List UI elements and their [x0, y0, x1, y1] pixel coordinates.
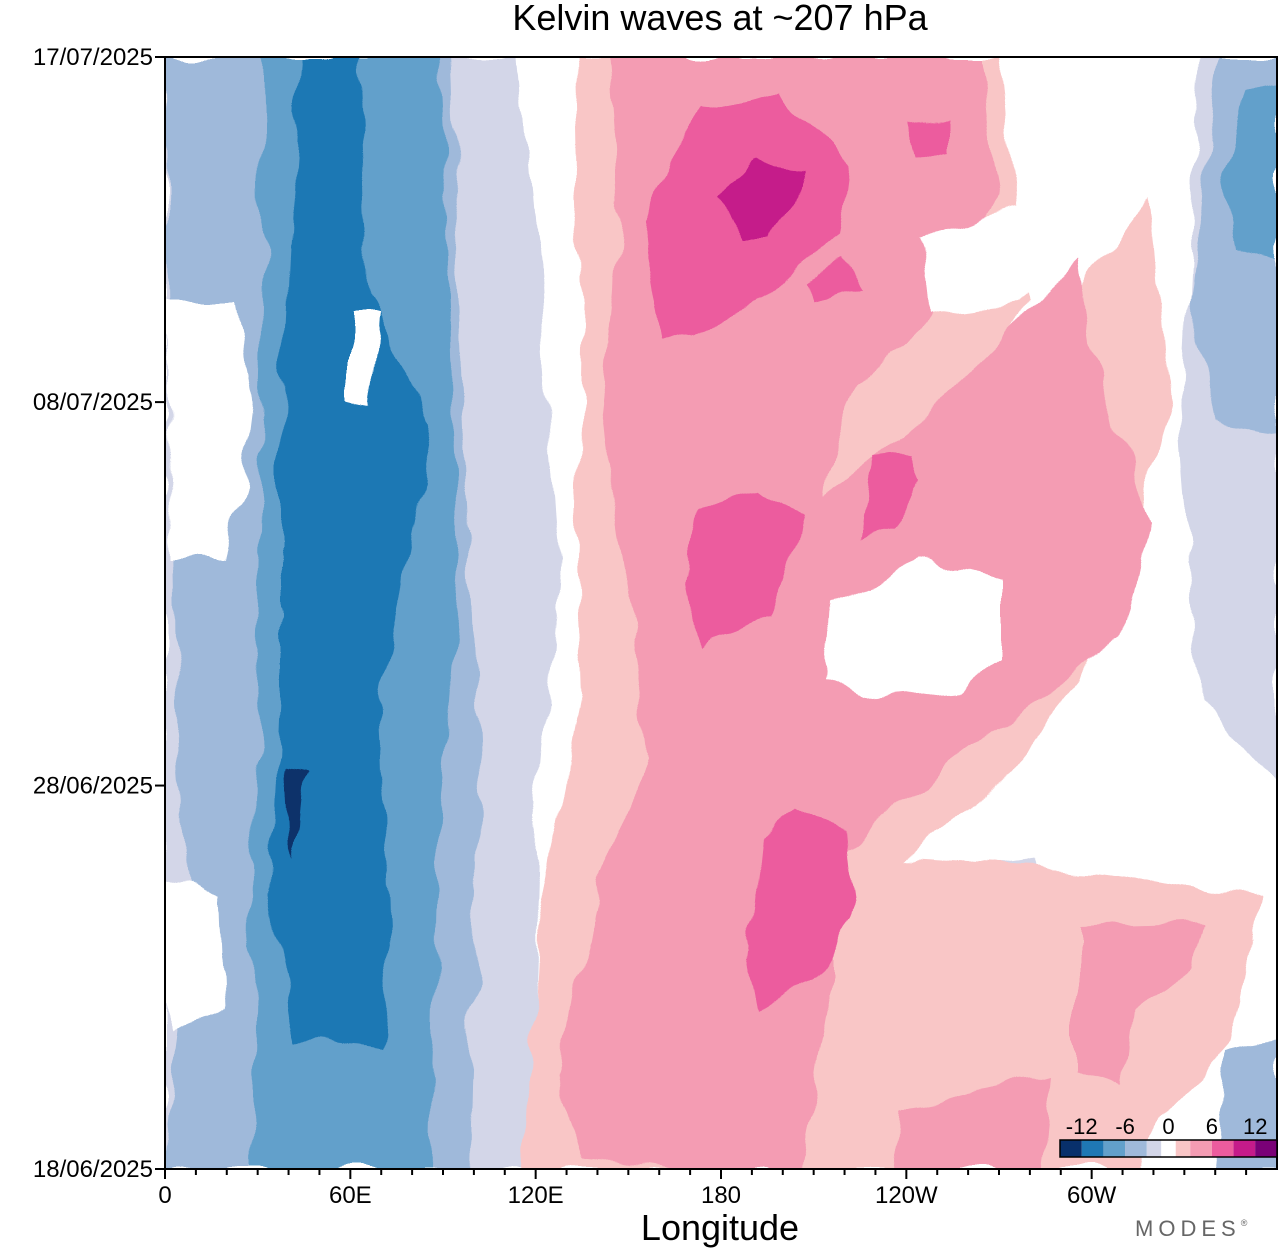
- colorbar-swatch: [1211, 1140, 1234, 1157]
- modes-logo: MODES®: [1135, 1216, 1248, 1241]
- contour-fills: [165, 57, 1277, 1169]
- y-tick-label: 28/06/2025: [33, 773, 153, 800]
- chart-title: Kelvin waves at ~207 hPa: [512, 0, 928, 38]
- contour-pos-3f: [805, 260, 860, 300]
- x-tick-label: 180: [701, 1182, 741, 1209]
- x-axis: 0 60E 120E 180 120W 60W: [158, 1169, 1248, 1209]
- contour-pos-4: [715, 165, 800, 240]
- contour-zero-gap-east: [825, 560, 1000, 700]
- contour-neg-east-3: [1225, 80, 1277, 260]
- colorbar-swatch: [1255, 1140, 1277, 1157]
- contour-zero-gap-river: [350, 320, 380, 410]
- contour-zero-gap-ne: [920, 200, 1100, 310]
- contour-zero-gap-sw: [165, 880, 225, 1030]
- contour-pos-3b: [690, 490, 800, 650]
- y-tick-label: 17/07/2025: [33, 44, 153, 71]
- contour-neg-5: [285, 770, 305, 860]
- contour-neg-se: [1215, 1040, 1277, 1169]
- colorbar-tick-label: -12: [1066, 1114, 1098, 1139]
- contour-neg-4: [270, 57, 430, 1050]
- contour-pos-3d: [860, 450, 925, 540]
- colorbar-tick-label: 0: [1162, 1114, 1174, 1139]
- x-tick-label: 120W: [875, 1182, 938, 1209]
- colorbar-swatch: [1146, 1140, 1162, 1157]
- x-tick-label: 0: [158, 1182, 171, 1209]
- colorbar-swatch: [1081, 1140, 1104, 1157]
- colorbar-swatch: [1175, 1140, 1191, 1157]
- y-axis: 18/06/2025 28/06/2025 08/07/2025 17/07/2025: [33, 44, 165, 1183]
- contour-pos-3e: [905, 115, 950, 160]
- contour-zero-gap-west: [165, 300, 255, 560]
- colorbar-frame: [1059, 1139, 1278, 1158]
- x-axis-label: Longitude: [641, 1207, 799, 1248]
- colorbar-swatch: [1125, 1140, 1147, 1157]
- colorbar-tick-label: 6: [1206, 1114, 1218, 1139]
- colorbar-swatch: [1233, 1140, 1256, 1157]
- colorbar-swatch: [1060, 1140, 1082, 1157]
- contour-pos-3c: [745, 810, 855, 1010]
- colorbar: -12 -6 0 6 12: [1059, 1114, 1278, 1158]
- colorbar-tick-label: 12: [1243, 1114, 1267, 1139]
- colorbar-tick-label: -6: [1115, 1114, 1135, 1139]
- colorbar-swatch: [1190, 1140, 1212, 1157]
- x-tick-label: 60E: [329, 1182, 372, 1209]
- y-tick-label: 18/06/2025: [33, 1156, 153, 1183]
- contour-zero-gap-se: [1040, 780, 1277, 860]
- plot-area: [165, 57, 1277, 1169]
- y-tick-label: 08/07/2025: [33, 389, 153, 416]
- x-tick-label: 60W: [1067, 1182, 1117, 1209]
- contour-pos-se-2: [1080, 925, 1210, 1090]
- x-tick-label: 120E: [508, 1182, 564, 1209]
- colorbar-swatch: [1161, 1140, 1176, 1157]
- contour-pos-se-3: [895, 1080, 1050, 1169]
- colorbar-swatch: [1103, 1140, 1126, 1157]
